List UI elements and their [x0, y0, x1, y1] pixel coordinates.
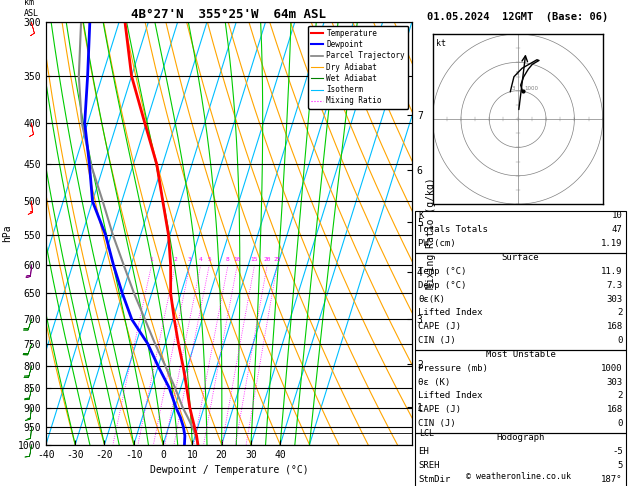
Text: Lifted Index: Lifted Index — [418, 392, 483, 400]
Text: Surface: Surface — [502, 253, 539, 262]
Text: 2: 2 — [617, 392, 623, 400]
Text: 47: 47 — [612, 226, 623, 234]
Text: 168: 168 — [606, 405, 623, 415]
X-axis label: Dewpoint / Temperature (°C): Dewpoint / Temperature (°C) — [150, 465, 308, 475]
Text: Dewp (°C): Dewp (°C) — [418, 281, 467, 290]
Text: 7.3: 7.3 — [606, 281, 623, 290]
Text: 1000: 1000 — [524, 86, 538, 91]
Text: EH: EH — [418, 447, 429, 456]
Y-axis label: Mixing Ratio (g/kg): Mixing Ratio (g/kg) — [425, 177, 435, 289]
Text: -5: -5 — [612, 447, 623, 456]
Text: 5: 5 — [515, 71, 519, 76]
Y-axis label: hPa: hPa — [2, 225, 12, 242]
Text: 303: 303 — [606, 295, 623, 304]
Text: 2: 2 — [617, 309, 623, 317]
Text: 11.9: 11.9 — [601, 267, 623, 276]
Text: 8: 8 — [226, 257, 230, 262]
Text: 5: 5 — [617, 461, 623, 470]
Text: kt: kt — [436, 39, 446, 48]
Text: 187°: 187° — [601, 475, 623, 484]
Text: 15: 15 — [251, 257, 259, 262]
Text: 1000: 1000 — [601, 364, 623, 373]
Text: 01.05.2024  12GMT  (Base: 06): 01.05.2024 12GMT (Base: 06) — [427, 12, 608, 22]
Text: Most Unstable: Most Unstable — [486, 350, 555, 359]
Legend: Temperature, Dewpoint, Parcel Trajectory, Dry Adiabat, Wet Adiabat, Isotherm, Mi: Temperature, Dewpoint, Parcel Trajectory… — [308, 26, 408, 108]
Text: StmDir: StmDir — [418, 475, 450, 484]
Text: 1: 1 — [150, 257, 153, 262]
Text: θε (K): θε (K) — [418, 378, 450, 387]
Text: 303: 303 — [606, 378, 623, 387]
Text: 10: 10 — [233, 257, 241, 262]
Text: Temp (°C): Temp (°C) — [418, 267, 467, 276]
Text: 168: 168 — [606, 322, 623, 331]
Text: K: K — [418, 211, 424, 221]
Text: 3: 3 — [188, 257, 192, 262]
Text: 10: 10 — [612, 211, 623, 221]
Text: CAPE (J): CAPE (J) — [418, 322, 461, 331]
Text: SREH: SREH — [418, 461, 440, 470]
Title: 4B°27'N  355°25'W  64m ASL: 4B°27'N 355°25'W 64m ASL — [131, 8, 326, 21]
Text: 4: 4 — [199, 257, 203, 262]
Text: 2: 2 — [174, 257, 177, 262]
Text: Hodograph: Hodograph — [496, 433, 545, 442]
Text: 0: 0 — [617, 419, 623, 428]
Text: CIN (J): CIN (J) — [418, 336, 456, 345]
Text: 3: 3 — [512, 87, 515, 91]
Text: Lifted Index: Lifted Index — [418, 309, 483, 317]
Text: CAPE (J): CAPE (J) — [418, 405, 461, 415]
Text: 25: 25 — [274, 257, 281, 262]
Text: Totals Totals: Totals Totals — [418, 226, 488, 234]
Text: 20: 20 — [264, 257, 271, 262]
Text: LCL: LCL — [420, 429, 434, 438]
Text: PW (cm): PW (cm) — [418, 239, 456, 248]
Text: 0: 0 — [617, 336, 623, 345]
Text: 5: 5 — [208, 257, 211, 262]
Text: CIN (J): CIN (J) — [418, 419, 456, 428]
Text: Pressure (mb): Pressure (mb) — [418, 364, 488, 373]
Text: θε(K): θε(K) — [418, 295, 445, 304]
Text: 1.19: 1.19 — [601, 239, 623, 248]
Text: © weatheronline.co.uk: © weatheronline.co.uk — [467, 472, 571, 481]
Text: km
ASL: km ASL — [24, 0, 39, 17]
